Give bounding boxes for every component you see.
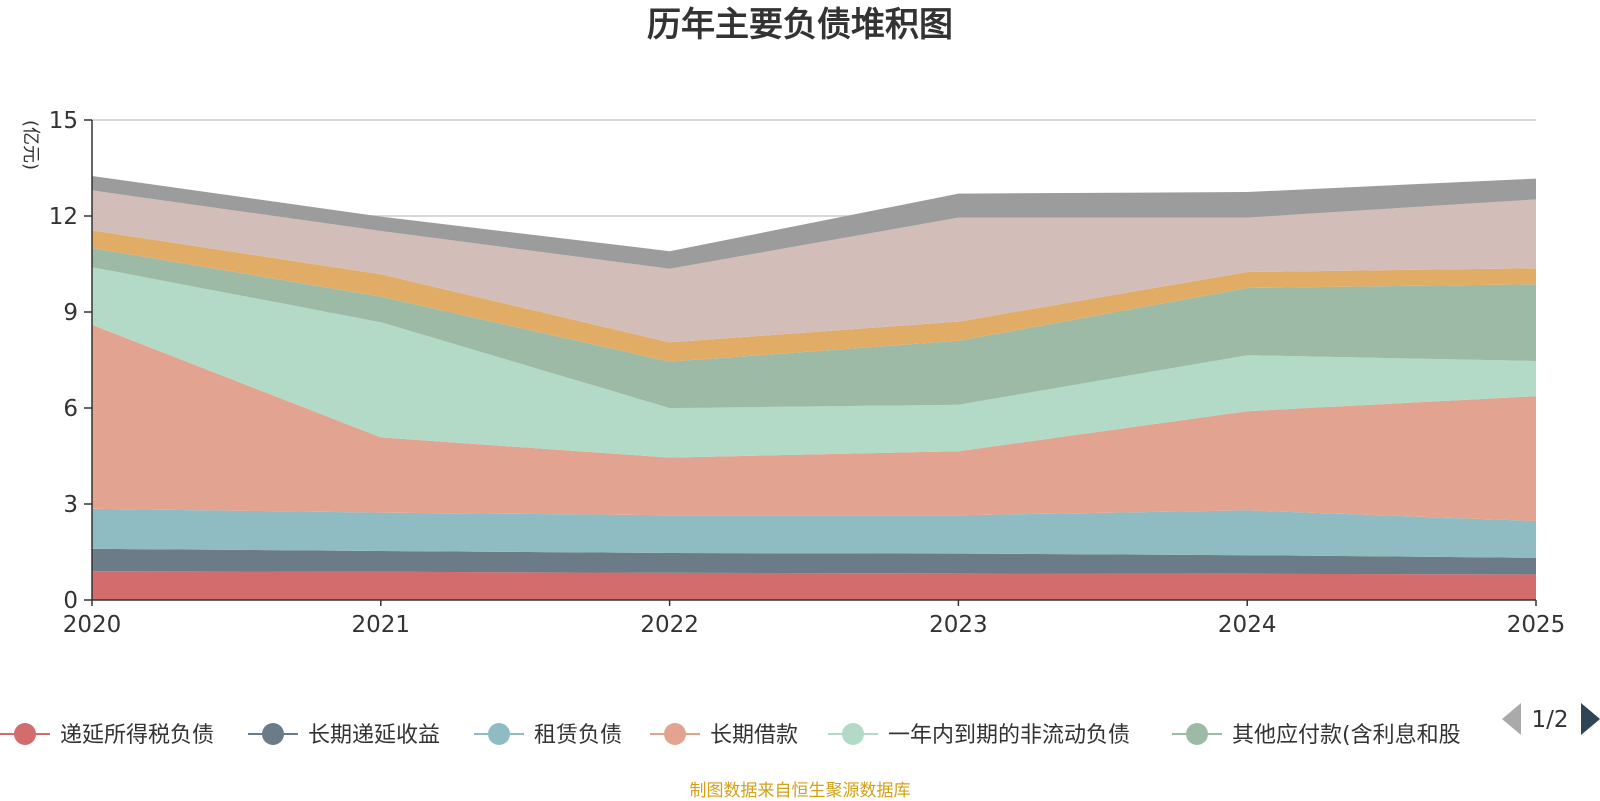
legend-item[interactable]: 其他应付款(含利息和股 [1172,723,1461,748]
data-source-note: 制图数据来自恒生聚源数据库 [689,781,911,801]
legend-item[interactable]: 长期借款 [650,723,798,748]
legend-item[interactable]: 递延所得税负债 [0,723,214,748]
legend-marker-icon [842,723,864,745]
legend-marker-icon [488,723,510,745]
area-series-递延所得税负债[interactable] [92,571,1536,600]
x-tick-label: 2022 [640,612,699,638]
legend-page-indicator: 1/2 [1531,707,1568,733]
legend-label: 递延所得税负债 [60,723,214,748]
area-series-其他应付款(含利息和股[interactable] [92,248,1536,408]
y-tick-label: 6 [63,396,78,422]
chart-title: 历年主要负债堆积图 [647,5,953,45]
legend-pager: 1/2 [1502,703,1600,735]
legend-prev-page-icon[interactable] [1502,703,1521,735]
legend-item[interactable]: 长期递延收益 [248,723,440,748]
stacked-areas [92,176,1536,600]
x-tick-label: 2020 [63,612,122,638]
legend-item[interactable]: 租赁负债 [474,723,622,748]
y-tick-label: 0 [63,588,78,614]
area-series-series-8[interactable] [92,190,1536,343]
legend-marker-icon [664,723,686,745]
area-series-一年内到期的非流动负债[interactable] [92,267,1536,458]
area-series-长期递延收益[interactable] [92,548,1536,575]
legend-item[interactable]: 一年内到期的非流动负债 [828,723,1130,748]
legend-marker-icon [1186,723,1208,745]
x-tick-label: 2021 [352,612,411,638]
legend-marker-icon [14,723,36,745]
x-tick-label: 2024 [1218,612,1277,638]
x-tick-label: 2023 [929,612,988,638]
legend-marker-icon [262,723,284,745]
legend-next-page-icon[interactable] [1581,703,1600,735]
area-series-series-7[interactable] [92,230,1536,362]
legend: 递延所得税负债 长期递延收益 租赁负债 长期借款 一年内到期的非流动负债 其他应付款(含利… [0,723,1461,748]
legend-label: 租赁负债 [534,723,622,748]
area-series-租赁负债[interactable] [92,508,1536,558]
area-series-长期借款[interactable] [92,324,1536,521]
area-series-series-9[interactable] [92,176,1536,269]
y-tick-label: 9 [63,300,78,326]
y-axis-unit-label: (亿元) [20,120,41,170]
y-tick-label: 3 [63,492,78,518]
legend-label: 长期借款 [710,723,798,748]
legend-label: 一年内到期的非流动负债 [888,723,1130,748]
legend-label: 其他应付款(含利息和股 [1232,723,1461,748]
y-tick-label: 15 [49,108,78,134]
y-tick-label: 12 [49,204,78,230]
axes: 0 3 6 9 12 15 2020 2021 2022 2023 2024 2025 [49,108,1566,638]
legend-label: 长期递延收益 [308,723,440,748]
x-tick-label: 2025 [1507,612,1566,638]
